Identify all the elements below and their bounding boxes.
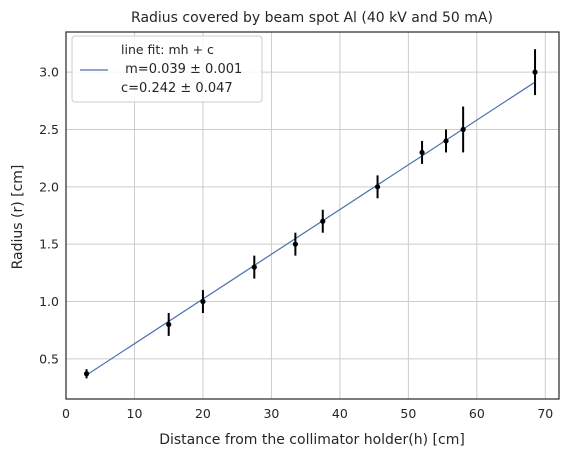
data-point <box>83 371 90 377</box>
fit-line <box>86 81 536 376</box>
data-point <box>200 298 206 305</box>
y-tick-label: 2.0 <box>39 179 59 194</box>
y-tick-label: 0.5 <box>39 351 59 366</box>
chart-title: Radius covered by beam spot Al (40 kV an… <box>131 10 493 26</box>
y-axis-label: Radius (r) [cm] <box>10 165 26 270</box>
y-tick-label: 1.0 <box>39 294 59 309</box>
x-tick-label: 0 <box>62 406 70 421</box>
legend-box <box>71 35 263 103</box>
x-tick-label: 40 <box>332 406 348 421</box>
y-tick-label: 1.5 <box>39 237 59 252</box>
legend-title: line fit: mh + c <box>121 42 214 57</box>
data-point <box>532 69 538 75</box>
data-points <box>83 69 538 377</box>
data-point <box>166 321 172 328</box>
data-point <box>292 241 298 247</box>
x-tick-label: 50 <box>400 406 416 421</box>
data-point <box>251 264 257 270</box>
x-axis-label: Distance from the collimator holder(h) [… <box>159 432 465 448</box>
y-ticks: 0.5 1.0 1.5 2.0 2.5 3.0 <box>39 65 59 367</box>
x-tick-label: 20 <box>195 406 211 421</box>
legend: line fit: mh + c m=0.039 ± 0.001 c=0.242… <box>71 35 263 103</box>
data-point <box>460 126 466 133</box>
data-point <box>374 184 381 190</box>
data-point <box>419 149 425 156</box>
x-tick-label: 70 <box>537 406 553 421</box>
y-tick-label: 3.0 <box>39 65 59 80</box>
data-point <box>443 138 449 144</box>
x-ticks: 0 10 20 30 40 50 60 70 <box>62 406 553 421</box>
x-tick-label: 30 <box>263 406 279 421</box>
y-tick-label: 2.5 <box>39 122 59 137</box>
legend-slope-label: m=0.039 ± 0.001 <box>121 62 242 77</box>
x-tick-label: 60 <box>469 406 485 421</box>
plot-frame <box>65 31 560 400</box>
legend-intercept-label: c=0.242 ± 0.047 <box>121 81 233 96</box>
data-point <box>320 218 326 224</box>
grid <box>65 32 559 399</box>
x-tick-label: 10 <box>127 406 143 421</box>
